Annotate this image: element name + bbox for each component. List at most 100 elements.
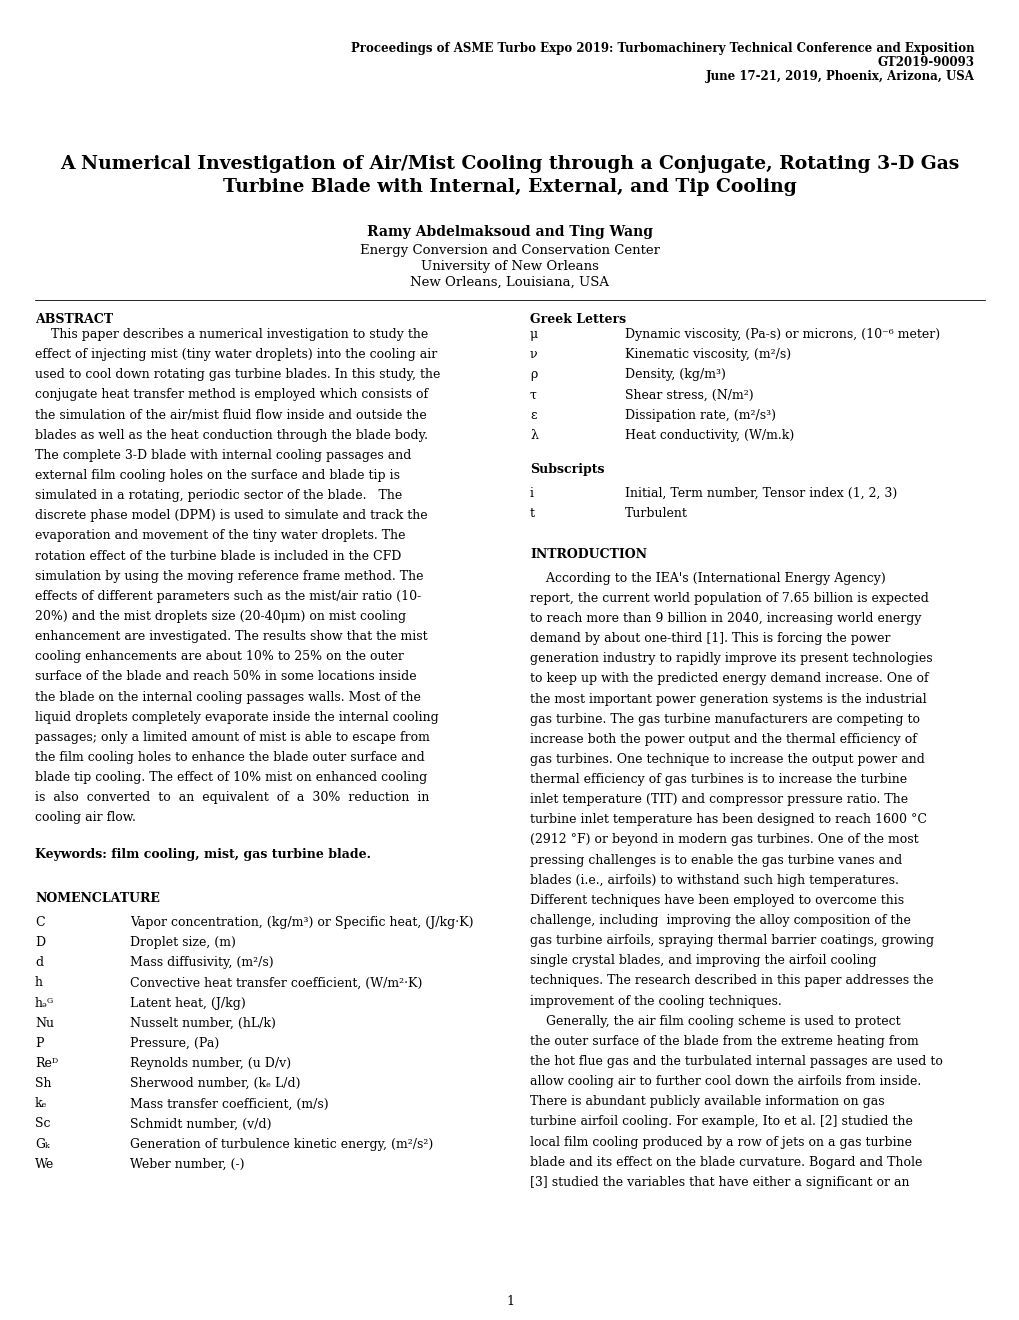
Text: University of New Orleans: University of New Orleans [421,260,598,273]
Text: Different techniques have been employed to overcome this: Different techniques have been employed … [530,894,903,907]
Text: Mass transfer coefficient, (m/s): Mass transfer coefficient, (m/s) [129,1097,328,1110]
Text: Turbulent: Turbulent [625,507,687,520]
Text: Gₖ: Gₖ [35,1138,50,1151]
Text: pressing challenges is to enable the gas turbine vanes and: pressing challenges is to enable the gas… [530,854,902,867]
Text: gas turbines. One technique to increase the output power and: gas turbines. One technique to increase … [530,752,924,766]
Text: NOMENCLATURE: NOMENCLATURE [35,892,160,906]
Text: Latent heat, (J/kg): Latent heat, (J/kg) [129,997,246,1010]
Text: ABSTRACT: ABSTRACT [35,313,113,326]
Text: [3] studied the variables that have either a significant or an: [3] studied the variables that have eith… [530,1176,909,1189]
Text: According to the IEA's (International Energy Agency): According to the IEA's (International En… [530,572,884,585]
Text: h: h [35,977,43,990]
Text: (2912 °F) or beyond in modern gas turbines. One of the most: (2912 °F) or beyond in modern gas turbin… [530,833,918,846]
Text: 20%) and the mist droplets size (20-40μm) on mist cooling: 20%) and the mist droplets size (20-40μm… [35,610,406,623]
Text: Dissipation rate, (m²/s³): Dissipation rate, (m²/s³) [625,409,775,421]
Text: allow cooling air to further cool down the airfoils from inside.: allow cooling air to further cool down t… [530,1076,920,1088]
Text: report, the current world population of 7.65 billion is expected: report, the current world population of … [530,591,928,605]
Text: Nu: Nu [35,1016,54,1030]
Text: gas turbine airfoils, spraying thermal barrier coatings, growing: gas turbine airfoils, spraying thermal b… [530,935,933,948]
Text: This paper describes a numerical investigation to study the: This paper describes a numerical investi… [35,327,428,341]
Text: the hot flue gas and the turbulated internal passages are used to: the hot flue gas and the turbulated inte… [530,1055,942,1068]
Text: ε: ε [530,409,536,421]
Text: Sh: Sh [35,1077,51,1090]
Text: μ: μ [530,327,538,341]
Text: Droplet size, (m): Droplet size, (m) [129,936,235,949]
Text: techniques. The research described in this paper addresses the: techniques. The research described in th… [530,974,932,987]
Text: The complete 3-D blade with internal cooling passages and: The complete 3-D blade with internal coo… [35,449,411,462]
Text: kₑ: kₑ [35,1097,48,1110]
Text: enhancement are investigated. The results show that the mist: enhancement are investigated. The result… [35,630,427,643]
Text: blade tip cooling. The effect of 10% mist on enhanced cooling: blade tip cooling. The effect of 10% mis… [35,771,427,784]
Text: demand by about one-third [1]. This is forcing the power: demand by about one-third [1]. This is f… [530,632,890,645]
Text: cooling enhancements are about 10% to 25% on the outer: cooling enhancements are about 10% to 25… [35,651,404,663]
Text: simulated in a rotating, periodic sector of the blade.   The: simulated in a rotating, periodic sector… [35,490,401,502]
Text: 1: 1 [505,1295,514,1308]
Text: P: P [35,1038,44,1049]
Text: inlet temperature (TIT) and compressor pressure ratio. The: inlet temperature (TIT) and compressor p… [530,793,907,807]
Text: the film cooling holes to enhance the blade outer surface and: the film cooling holes to enhance the bl… [35,751,424,764]
Text: improvement of the cooling techniques.: improvement of the cooling techniques. [530,994,781,1007]
Text: Greek Letters: Greek Letters [530,313,626,326]
Text: Subscripts: Subscripts [530,463,604,477]
Text: i: i [530,487,534,500]
Text: discrete phase model (DPM) is used to simulate and track the: discrete phase model (DPM) is used to si… [35,510,427,523]
Text: single crystal blades, and improving the airfoil cooling: single crystal blades, and improving the… [530,954,875,968]
Text: Mass diffusivity, (m²/s): Mass diffusivity, (m²/s) [129,956,273,969]
Text: turbine inlet temperature has been designed to reach 1600 °C: turbine inlet temperature has been desig… [530,813,926,826]
Text: Convective heat transfer coefficient, (W/m²·K): Convective heat transfer coefficient, (W… [129,977,422,990]
Text: rotation effect of the turbine blade is included in the CFD: rotation effect of the turbine blade is … [35,549,401,562]
Text: There is abundant publicly available information on gas: There is abundant publicly available inf… [530,1096,883,1109]
Text: hₔᴳ: hₔᴳ [35,997,54,1010]
Text: the outer surface of the blade from the extreme heating from: the outer surface of the blade from the … [530,1035,918,1048]
Text: to keep up with the predicted energy demand increase. One of: to keep up with the predicted energy dem… [530,672,927,685]
Text: INTRODUCTION: INTRODUCTION [530,548,646,561]
Text: Sherwood number, (kₑ L/d): Sherwood number, (kₑ L/d) [129,1077,301,1090]
Text: blades as well as the heat conduction through the blade body.: blades as well as the heat conduction th… [35,429,428,442]
Text: Initial, Term number, Tensor index (1, 2, 3): Initial, Term number, Tensor index (1, 2… [625,487,897,500]
Text: liquid droplets completely evaporate inside the internal cooling: liquid droplets completely evaporate ins… [35,710,438,723]
Text: surface of the blade and reach 50% in some locations inside: surface of the blade and reach 50% in so… [35,671,416,684]
Text: Reynolds number, (u D/v): Reynolds number, (u D/v) [129,1057,290,1071]
Text: Vapor concentration, (kg/m³) or Specific heat, (J/kg·K): Vapor concentration, (kg/m³) or Specific… [129,916,473,929]
Text: Ramy Abdelmaksoud and Ting Wang: Ramy Abdelmaksoud and Ting Wang [367,224,652,239]
Text: Density, (kg/m³): Density, (kg/m³) [625,368,726,381]
Text: D: D [35,936,45,949]
Text: passages; only a limited amount of mist is able to escape from: passages; only a limited amount of mist … [35,731,429,743]
Text: Shear stress, (N/m²): Shear stress, (N/m²) [625,388,753,401]
Text: the simulation of the air/mist fluid flow inside and outside the: the simulation of the air/mist fluid flo… [35,409,426,421]
Text: Keywords: film cooling, mist, gas turbine blade.: Keywords: film cooling, mist, gas turbin… [35,847,371,861]
Text: A Numerical Investigation of Air/Mist Cooling through a Conjugate, Rotating 3-D : A Numerical Investigation of Air/Mist Co… [60,154,959,173]
Text: June 17-21, 2019, Phoenix, Arizona, USA: June 17-21, 2019, Phoenix, Arizona, USA [705,70,974,83]
Text: Proceedings of ASME Turbo Expo 2019: Turbomachinery Technical Conference and Exp: Proceedings of ASME Turbo Expo 2019: Tur… [351,42,974,55]
Text: to reach more than 9 billion in 2040, increasing world energy: to reach more than 9 billion in 2040, in… [530,612,920,624]
Text: New Orleans, Louisiana, USA: New Orleans, Louisiana, USA [410,276,609,289]
Text: local film cooling produced by a row of jets on a gas turbine: local film cooling produced by a row of … [530,1135,911,1148]
Text: λ: λ [530,429,537,442]
Text: thermal efficiency of gas turbines is to increase the turbine: thermal efficiency of gas turbines is to… [530,774,906,787]
Text: used to cool down rotating gas turbine blades. In this study, the: used to cool down rotating gas turbine b… [35,368,440,381]
Text: Reᴰ: Reᴰ [35,1057,58,1071]
Text: blades (i.e., airfoils) to withstand such high temperatures.: blades (i.e., airfoils) to withstand suc… [530,874,898,887]
Text: Schmidt number, (v/d): Schmidt number, (v/d) [129,1118,271,1130]
Text: Kinematic viscosity, (m²/s): Kinematic viscosity, (m²/s) [625,348,791,362]
Text: blade and its effect on the blade curvature. Bogard and Thole: blade and its effect on the blade curvat… [530,1156,921,1168]
Text: effect of injecting mist (tiny water droplets) into the cooling air: effect of injecting mist (tiny water dro… [35,348,437,362]
Text: Turbine Blade with Internal, External, and Tip Cooling: Turbine Blade with Internal, External, a… [223,178,796,195]
Text: simulation by using the moving reference frame method. The: simulation by using the moving reference… [35,570,423,582]
Text: external film cooling holes on the surface and blade tip is: external film cooling holes on the surfa… [35,469,399,482]
Text: ν: ν [530,348,537,362]
Text: cooling air flow.: cooling air flow. [35,812,136,824]
Text: Pressure, (Pa): Pressure, (Pa) [129,1038,219,1049]
Text: C: C [35,916,45,929]
Text: conjugate heat transfer method is employed which consists of: conjugate heat transfer method is employ… [35,388,428,401]
Text: Nusselt number, (hL/k): Nusselt number, (hL/k) [129,1016,275,1030]
Text: Heat conductivity, (W/m.k): Heat conductivity, (W/m.k) [625,429,794,442]
Text: τ: τ [530,388,536,401]
Text: effects of different parameters such as the mist/air ratio (10-: effects of different parameters such as … [35,590,421,603]
Text: challenge, including  improving the alloy composition of the: challenge, including improving the alloy… [530,913,910,927]
Text: We: We [35,1158,54,1171]
Text: Dynamic viscosity, (Pa-s) or microns, (10⁻⁶ meter): Dynamic viscosity, (Pa-s) or microns, (1… [625,327,940,341]
Text: Sc: Sc [35,1118,51,1130]
Text: ρ: ρ [530,368,537,381]
Text: Energy Conversion and Conservation Center: Energy Conversion and Conservation Cente… [360,244,659,257]
